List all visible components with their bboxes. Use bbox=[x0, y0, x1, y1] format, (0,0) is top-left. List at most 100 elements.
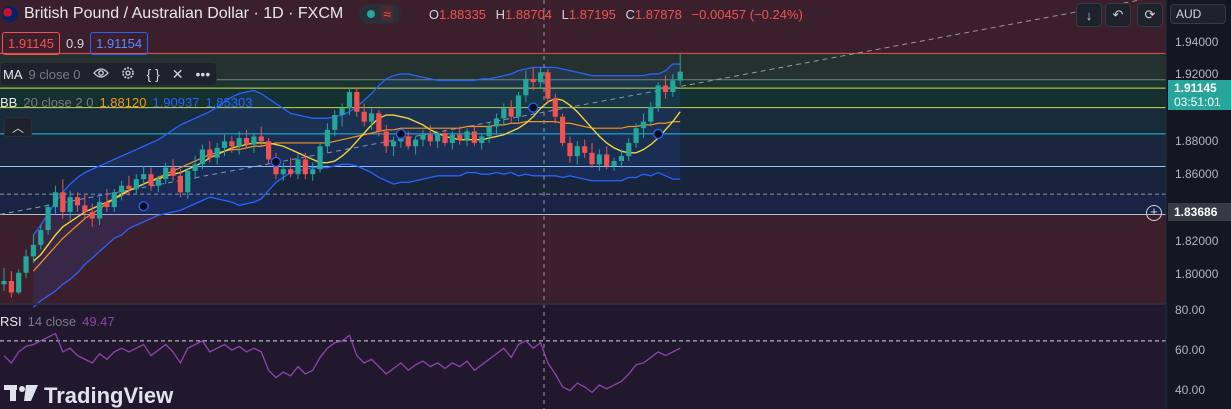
candle-body bbox=[1, 280, 7, 285]
zone-band bbox=[0, 79, 1166, 89]
crosshair-price-label: 1.83686 bbox=[1168, 203, 1231, 221]
candle-body bbox=[390, 141, 397, 147]
market-open-dot-icon bbox=[367, 10, 376, 18]
candle-body bbox=[317, 146, 323, 170]
ma-line bbox=[32, 97, 681, 262]
currency-select[interactable]: AUD bbox=[1170, 4, 1226, 24]
collapse-legend-button[interactable]: ︿ bbox=[4, 117, 32, 137]
candle-body bbox=[405, 136, 411, 147]
candle-body bbox=[604, 154, 610, 166]
candle-body bbox=[148, 174, 154, 186]
bollinger-fill bbox=[33, 64, 681, 308]
eye-icon[interactable] bbox=[92, 66, 109, 82]
candle-body bbox=[633, 128, 639, 143]
indicator-ma[interactable]: MA 9 close 0 { } ✕ ••• bbox=[0, 62, 218, 86]
candle-body bbox=[126, 185, 132, 189]
rsi-tick: 40.00 bbox=[1175, 383, 1206, 397]
ma-params: 9 close 0 bbox=[28, 66, 81, 82]
undo-button[interactable]: ↶ bbox=[1105, 3, 1131, 27]
candle-body bbox=[16, 272, 22, 293]
scroll-down-button[interactable]: ↓ bbox=[1076, 3, 1102, 27]
candle-body bbox=[486, 126, 492, 137]
candle-body bbox=[611, 161, 617, 166]
rsi-tick: 80.00 bbox=[1175, 303, 1206, 317]
candle-body bbox=[457, 134, 463, 140]
cross-signal-marker bbox=[270, 156, 282, 168]
ma-name: MA bbox=[3, 66, 23, 82]
candle-body bbox=[383, 131, 389, 147]
arrow-down-icon: ↓ bbox=[1085, 7, 1093, 23]
cross-signal-marker bbox=[138, 201, 149, 212]
settings-icon[interactable] bbox=[121, 66, 135, 83]
candle-body bbox=[82, 205, 88, 212]
candle-body bbox=[523, 78, 529, 96]
candle-body bbox=[229, 141, 235, 147]
candle-body bbox=[442, 133, 448, 143]
candle-body bbox=[368, 113, 375, 122]
candle-body bbox=[560, 116, 566, 143]
candle-body bbox=[243, 138, 250, 145]
rsi-line bbox=[3, 332, 681, 394]
candle-body bbox=[574, 146, 580, 157]
redo-button[interactable]: ⟳ bbox=[1137, 3, 1163, 27]
rsi-params: 14 close bbox=[27, 314, 77, 329]
candle-body bbox=[435, 133, 441, 142]
candle-body bbox=[655, 85, 661, 107]
candle-body bbox=[258, 136, 264, 142]
candle-body bbox=[177, 175, 183, 193]
price-tick: 1.94000 bbox=[1175, 35, 1219, 49]
buy-button[interactable]: 1.91154 bbox=[90, 31, 149, 55]
close-icon[interactable]: ✕ bbox=[171, 65, 184, 82]
candle-body bbox=[508, 108, 514, 117]
last-price-label: 1.91145 03:51:01 bbox=[1168, 80, 1231, 110]
bb-lower-value: 1.85303 bbox=[205, 94, 253, 110]
status-pill[interactable]: ≈ bbox=[359, 4, 401, 24]
indicator-rsi[interactable]: RSI 14 close 49.47 bbox=[0, 314, 115, 329]
bb-basis-value: 1.88120 bbox=[99, 94, 147, 110]
candle-body bbox=[45, 207, 51, 231]
spread-value: 0.9 bbox=[66, 35, 85, 51]
candle-body bbox=[30, 244, 36, 257]
rsi-value: 49.47 bbox=[82, 314, 115, 329]
candle-body bbox=[23, 256, 29, 273]
candle-body bbox=[493, 118, 500, 127]
candle-body bbox=[640, 121, 647, 129]
indicator-bb[interactable]: BB 20 close 2 0 1.88120 1.90937 1.85303 bbox=[0, 92, 252, 112]
cross-signal-marker bbox=[653, 128, 664, 140]
tradingview-logo[interactable]: TradingView bbox=[4, 383, 173, 409]
candle-body bbox=[464, 131, 470, 140]
candle-body bbox=[74, 197, 81, 206]
candle-body bbox=[339, 108, 345, 116]
candle-body bbox=[155, 179, 161, 186]
source-code-icon[interactable]: { } bbox=[146, 66, 160, 82]
candle-body bbox=[111, 192, 117, 208]
candle-body bbox=[207, 149, 213, 158]
candle-body bbox=[324, 129, 330, 147]
candle-body bbox=[251, 136, 257, 145]
candle-body bbox=[310, 169, 316, 175]
candle-body bbox=[295, 159, 301, 175]
candle-body bbox=[163, 167, 169, 180]
candle-body bbox=[626, 142, 632, 157]
sell-button[interactable]: 1.91145 bbox=[2, 31, 61, 55]
zone-band bbox=[0, 214, 1166, 304]
candle-body bbox=[545, 72, 551, 99]
bb-name: BB bbox=[0, 94, 18, 110]
last-price: 1.91145 bbox=[1174, 81, 1217, 95]
chevron-up-icon: ︿ bbox=[11, 120, 24, 135]
trade-panel: 1.91145 0.9 1.91154 bbox=[2, 30, 149, 56]
redo-icon: ⟳ bbox=[1144, 7, 1156, 22]
ohlc-readout: O1.88335 H1.88704 L1.87195 C1.87878 −0.0… bbox=[428, 6, 803, 22]
candle-body bbox=[199, 149, 206, 165]
candle-body bbox=[413, 139, 419, 147]
candle-body bbox=[648, 106, 654, 122]
candle-body bbox=[582, 146, 588, 153]
price-tick: 1.92000 bbox=[1175, 67, 1219, 81]
cross-signal-marker bbox=[528, 102, 539, 113]
replay-wave-icon: ≈ bbox=[381, 6, 393, 22]
more-icon[interactable]: ••• bbox=[195, 66, 211, 82]
add-alert-icon[interactable]: + bbox=[1146, 205, 1162, 221]
zone-band bbox=[0, 88, 1166, 108]
symbol-title[interactable]: British Pound / Australian Dollar · 1D ·… bbox=[24, 5, 344, 22]
